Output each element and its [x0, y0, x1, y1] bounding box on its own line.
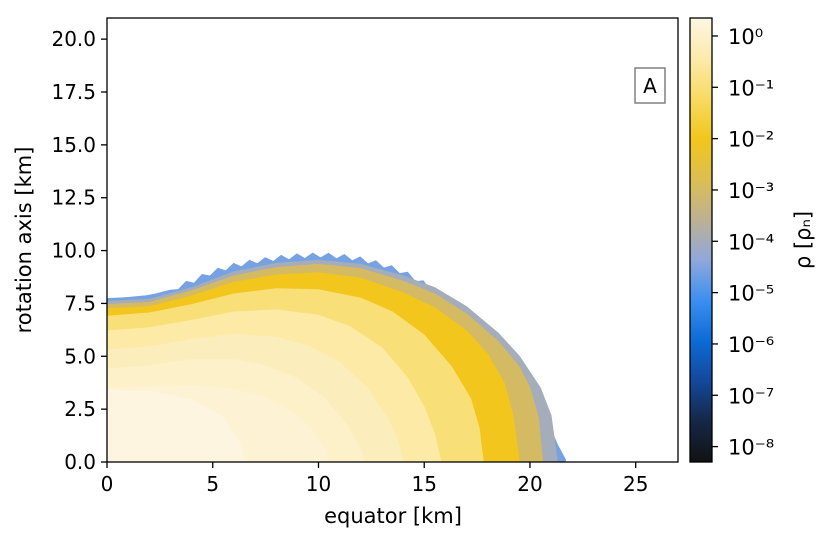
- x-tick-label: 15: [411, 472, 436, 496]
- colorbar-tick-label: 10⁻⁵: [728, 282, 774, 306]
- colorbar: 10⁰ 10⁻¹ 10⁻² 10⁻³ 10⁻⁴ 10⁻⁵ 10⁻⁶ 10⁻⁷ 10⁻⁸ ρ [ρ…: [689, 17, 815, 463]
- x-tick-label: 0: [101, 472, 114, 496]
- colorbar-tick-label: 10⁻²: [728, 128, 774, 152]
- density-shell-8: [107, 389, 245, 462]
- x-tick-label: 20: [517, 472, 542, 496]
- y-axis-ticks: 0.0 2.5 5.0 7.5 10.0 12.5 15.0 17.5 20.0: [51, 27, 107, 474]
- y-tick-label: 7.5: [64, 291, 96, 315]
- colorbar-tick-label: 10⁻⁶: [728, 333, 774, 357]
- colorbar-tick-label: 10⁻⁸: [728, 436, 774, 460]
- y-tick-label: 0.0: [64, 450, 96, 474]
- y-tick-label: 5.0: [64, 344, 96, 368]
- colorbar-frame: [689, 17, 713, 463]
- plot-area: 0 5 10 15 20 25 0.0 2.5 5.0 7.5 10.0 12.5 15.0 17.5 2…: [51, 17, 679, 496]
- y-tick-label: 15.0: [51, 133, 96, 157]
- colorbar-tick-label: 10⁻⁷: [728, 384, 774, 408]
- density-contour-fill: [107, 252, 566, 462]
- colorbar-tick-label: 10⁻³: [728, 179, 774, 203]
- panel-label: A: [643, 74, 657, 98]
- x-tick-label: 25: [623, 472, 648, 496]
- y-tick-label: 12.5: [51, 186, 96, 210]
- y-tick-label: 17.5: [51, 80, 96, 104]
- plot-frame: [106, 17, 679, 463]
- y-tick-label: 20.0: [51, 27, 96, 51]
- colorbar-ticks: 10⁰ 10⁻¹ 10⁻² 10⁻³ 10⁻⁴ 10⁻⁵ 10⁻⁶ 10⁻⁷ 10⁻⁸: [712, 25, 774, 460]
- panel-label-box: A: [634, 67, 666, 104]
- x-axis-ticks: 0 5 10 15 20 25: [101, 462, 648, 496]
- x-tick-label: 10: [306, 472, 331, 496]
- x-axis-label: equator [km]: [324, 504, 462, 528]
- colorbar-label: ρ [ρₙ]: [791, 211, 815, 269]
- y-axis-label: rotation axis [km]: [12, 147, 36, 334]
- x-tick-label: 5: [206, 472, 219, 496]
- colorbar-strip: [690, 18, 712, 462]
- y-tick-label: 10.0: [51, 239, 96, 263]
- y-tick-label: 2.5: [64, 397, 96, 421]
- colorbar-tick-label: 10⁻¹: [728, 76, 774, 100]
- colorbar-tick-label: 10⁰: [728, 25, 763, 49]
- colorbar-tick-label: 10⁻⁴: [728, 230, 774, 254]
